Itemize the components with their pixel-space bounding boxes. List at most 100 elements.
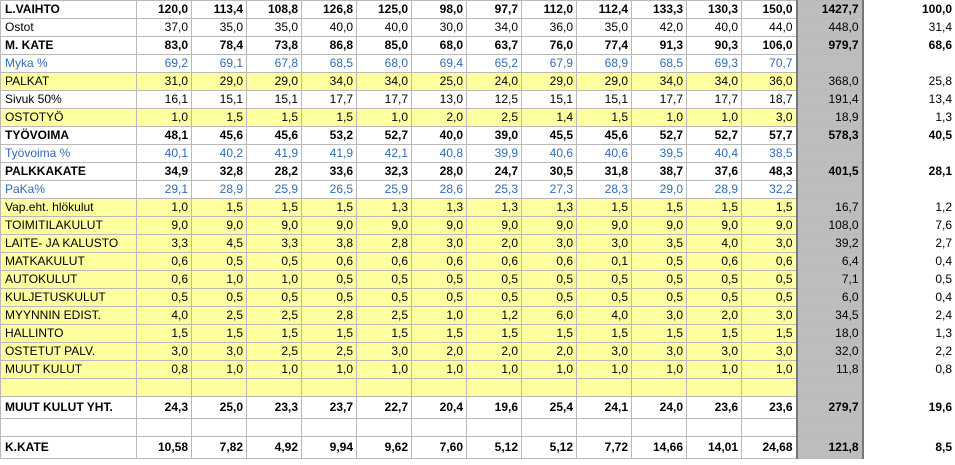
value-cell[interactable]: 77,4 bbox=[576, 36, 632, 55]
value-cell[interactable]: 28,6 bbox=[411, 180, 467, 199]
value-cell[interactable]: 23,7 bbox=[301, 396, 357, 419]
total-cell[interactable]: 108,0 bbox=[795, 216, 864, 235]
value-cell[interactable] bbox=[191, 378, 247, 397]
value-cell[interactable]: 0,5 bbox=[466, 270, 522, 289]
value-cell[interactable]: 6,0 bbox=[521, 306, 577, 325]
value-cell[interactable] bbox=[246, 378, 302, 397]
value-cell[interactable]: 1,0 bbox=[521, 360, 577, 379]
percent-cell[interactable]: 68,6 bbox=[862, 36, 955, 55]
value-cell[interactable]: 1,5 bbox=[246, 108, 302, 127]
value-cell[interactable]: 13,0 bbox=[411, 90, 467, 109]
row-label-cell[interactable]: MUUT KULUT YHT. bbox=[0, 396, 137, 419]
total-cell[interactable]: 191,4 bbox=[795, 90, 864, 109]
value-cell[interactable]: 67,9 bbox=[521, 54, 577, 73]
value-cell[interactable]: 68,0 bbox=[356, 54, 412, 73]
value-cell[interactable]: 3,0 bbox=[576, 342, 632, 361]
value-cell[interactable]: 28,9 bbox=[191, 180, 247, 199]
value-cell[interactable]: 0,5 bbox=[301, 270, 357, 289]
total-cell[interactable]: 39,2 bbox=[795, 234, 864, 253]
value-cell[interactable] bbox=[356, 418, 412, 437]
value-cell[interactable]: 1,0 bbox=[576, 360, 632, 379]
value-cell[interactable]: 28,9 bbox=[686, 180, 742, 199]
value-cell[interactable]: 37,0 bbox=[136, 18, 192, 37]
row-label-cell[interactable]: LAITE- JA KALUSTO bbox=[0, 234, 137, 253]
value-cell[interactable]: 4,5 bbox=[191, 234, 247, 253]
value-cell[interactable]: 25,9 bbox=[356, 180, 412, 199]
value-cell[interactable]: 25,0 bbox=[411, 72, 467, 91]
value-cell[interactable]: 1,0 bbox=[631, 360, 687, 379]
value-cell[interactable]: 0,5 bbox=[576, 270, 632, 289]
value-cell[interactable]: 34,0 bbox=[356, 72, 412, 91]
value-cell[interactable]: 4,0 bbox=[576, 306, 632, 325]
value-cell[interactable]: 1,0 bbox=[246, 270, 302, 289]
value-cell[interactable] bbox=[136, 418, 192, 437]
value-cell[interactable]: 23,6 bbox=[741, 396, 797, 419]
value-cell[interactable]: 29,0 bbox=[576, 72, 632, 91]
value-cell[interactable]: 1,5 bbox=[466, 324, 522, 343]
value-cell[interactable]: 2,5 bbox=[246, 306, 302, 325]
value-cell[interactable]: 34,0 bbox=[466, 18, 522, 37]
value-cell[interactable]: 40,0 bbox=[301, 18, 357, 37]
value-cell[interactable]: 25,9 bbox=[246, 180, 302, 199]
total-cell[interactable]: 578,3 bbox=[795, 126, 864, 145]
value-cell[interactable] bbox=[301, 418, 357, 437]
value-cell[interactable]: 3,0 bbox=[741, 108, 797, 127]
value-cell[interactable]: 0,5 bbox=[741, 288, 797, 307]
value-cell[interactable]: 1,5 bbox=[686, 324, 742, 343]
value-cell[interactable]: 1,5 bbox=[301, 108, 357, 127]
value-cell[interactable]: 28,0 bbox=[411, 162, 467, 181]
value-cell[interactable]: 9,0 bbox=[576, 216, 632, 235]
value-cell[interactable]: 1,0 bbox=[686, 108, 742, 127]
row-label-cell[interactable]: Ostot bbox=[0, 18, 137, 37]
value-cell[interactable]: 0,6 bbox=[136, 270, 192, 289]
value-cell[interactable]: 1,0 bbox=[411, 306, 467, 325]
value-cell[interactable]: 1,5 bbox=[576, 198, 632, 217]
value-cell[interactable]: 45,5 bbox=[521, 126, 577, 145]
value-cell[interactable]: 32,2 bbox=[741, 180, 797, 199]
value-cell[interactable]: 52,7 bbox=[631, 126, 687, 145]
total-cell[interactable]: 32,0 bbox=[795, 342, 864, 361]
value-cell[interactable]: 69,4 bbox=[411, 54, 467, 73]
value-cell[interactable]: 2,0 bbox=[686, 306, 742, 325]
value-cell[interactable]: 0,5 bbox=[246, 288, 302, 307]
value-cell[interactable]: 41,9 bbox=[301, 144, 357, 163]
value-cell[interactable]: 7,82 bbox=[191, 436, 247, 459]
percent-cell[interactable]: 1,3 bbox=[862, 108, 955, 127]
value-cell[interactable]: 24,68 bbox=[741, 436, 797, 459]
total-cell[interactable]: 6,4 bbox=[795, 252, 864, 271]
total-cell[interactable]: 11,8 bbox=[795, 360, 864, 379]
value-cell[interactable]: 24,0 bbox=[631, 396, 687, 419]
value-cell[interactable]: 69,1 bbox=[191, 54, 247, 73]
value-cell[interactable] bbox=[466, 378, 522, 397]
row-label-cell[interactable]: TYÖVOIMA bbox=[0, 126, 137, 145]
value-cell[interactable]: 17,7 bbox=[631, 90, 687, 109]
value-cell[interactable] bbox=[301, 378, 357, 397]
value-cell[interactable]: 1,5 bbox=[246, 198, 302, 217]
value-cell[interactable]: 4,0 bbox=[136, 306, 192, 325]
value-cell[interactable]: 2,0 bbox=[411, 342, 467, 361]
value-cell[interactable]: 69,2 bbox=[136, 54, 192, 73]
value-cell[interactable]: 17,7 bbox=[301, 90, 357, 109]
value-cell[interactable]: 25,0 bbox=[191, 396, 247, 419]
value-cell[interactable] bbox=[356, 378, 412, 397]
value-cell[interactable]: 37,6 bbox=[686, 162, 742, 181]
value-cell[interactable]: 0,1 bbox=[576, 252, 632, 271]
value-cell[interactable]: 120,0 bbox=[136, 0, 192, 19]
value-cell[interactable]: 150,0 bbox=[741, 0, 797, 19]
value-cell[interactable]: 25,4 bbox=[521, 396, 577, 419]
value-cell[interactable]: 29,0 bbox=[191, 72, 247, 91]
value-cell[interactable]: 1,0 bbox=[136, 108, 192, 127]
row-label-cell[interactable]: L.VAIHTO bbox=[0, 0, 137, 19]
value-cell[interactable]: 0,5 bbox=[521, 270, 577, 289]
percent-cell[interactable]: 2,2 bbox=[862, 342, 955, 361]
row-label-cell[interactable]: AUTOKULUT bbox=[0, 270, 137, 289]
value-cell[interactable] bbox=[576, 378, 632, 397]
value-cell[interactable]: 36,0 bbox=[521, 18, 577, 37]
value-cell[interactable]: 68,9 bbox=[576, 54, 632, 73]
value-cell[interactable]: 0,5 bbox=[301, 288, 357, 307]
value-cell[interactable]: 86,8 bbox=[301, 36, 357, 55]
row-label-cell[interactable]: HALLINTO bbox=[0, 324, 137, 343]
value-cell[interactable]: 0,5 bbox=[356, 288, 412, 307]
value-cell[interactable]: 3,0 bbox=[411, 234, 467, 253]
row-label-cell[interactable]: MATKAKULUT bbox=[0, 252, 137, 271]
